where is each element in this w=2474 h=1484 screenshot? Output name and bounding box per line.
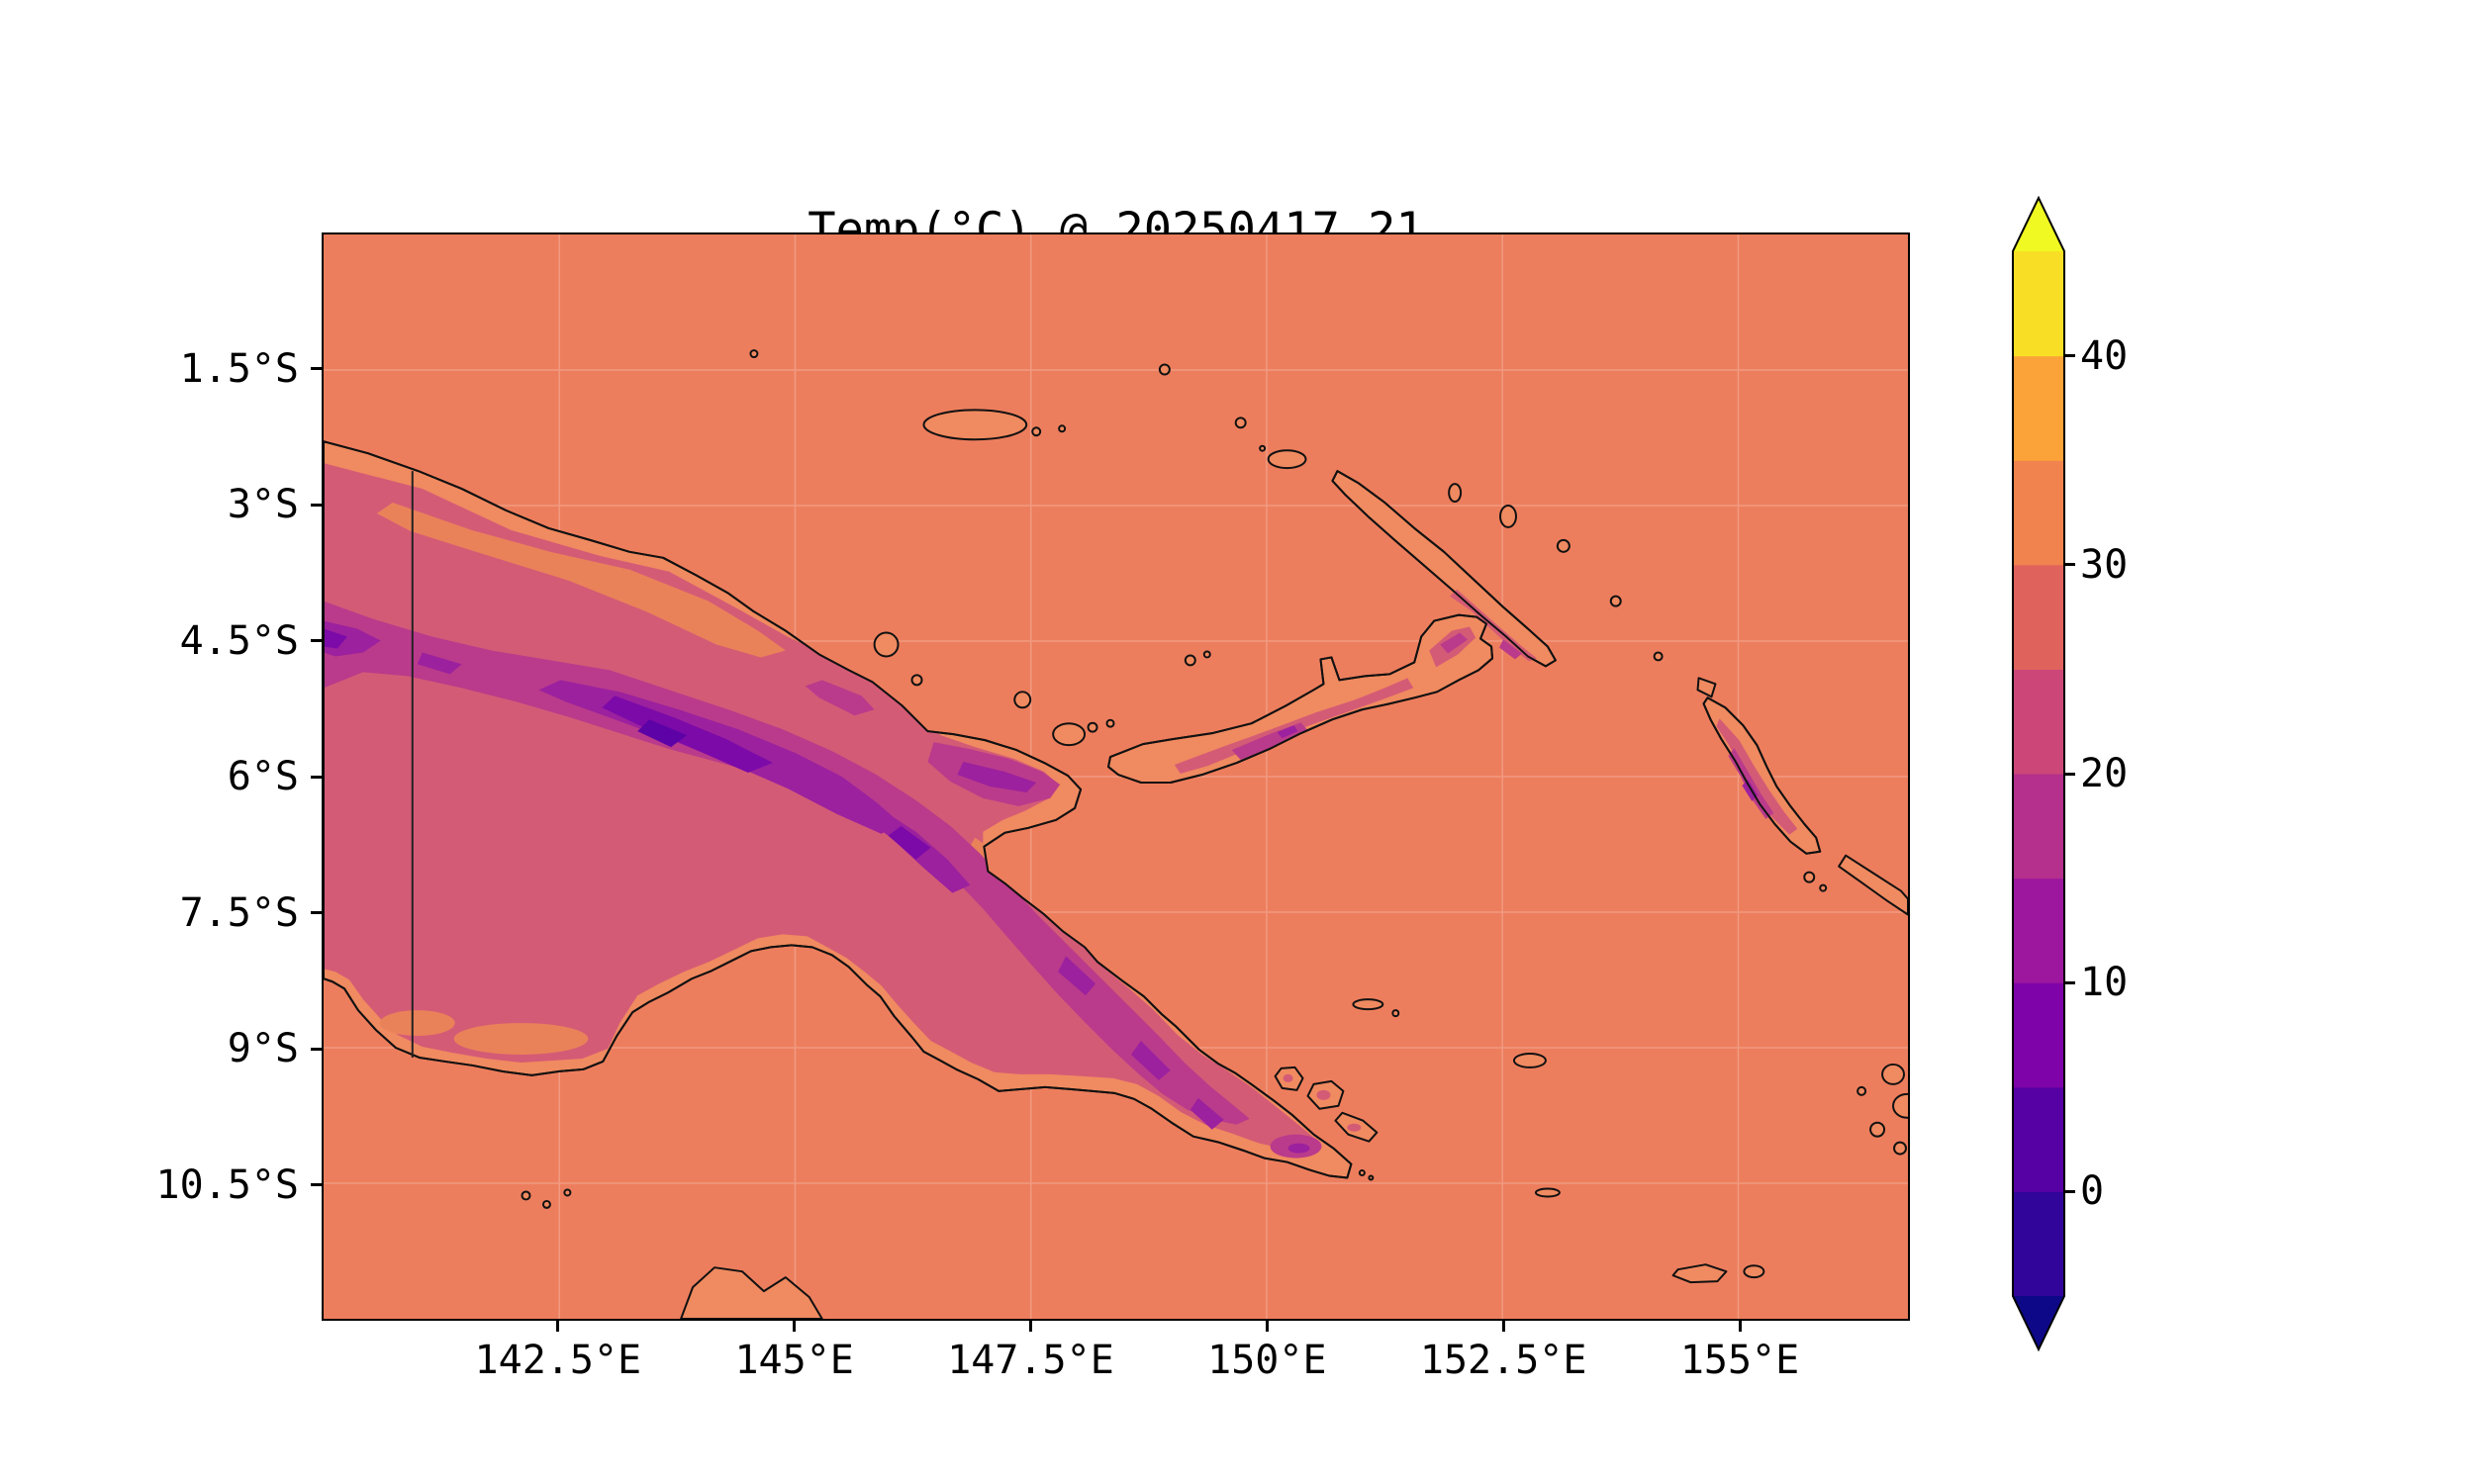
- contour-tail-purple-dot: [1287, 1143, 1310, 1154]
- contour-adelbert: [805, 680, 875, 716]
- y-tick-mark: [311, 503, 322, 507]
- contour-sepik-valley: [376, 503, 786, 658]
- temperature-contours: [324, 463, 1798, 1159]
- x-tick-label: 142.5°E: [474, 1338, 642, 1383]
- dent-pink-1: [1316, 1089, 1331, 1100]
- x-tick-mark: [1501, 1321, 1505, 1332]
- x-tick-label: 150°E: [1207, 1338, 1327, 1383]
- y-tick-mark: [311, 367, 322, 370]
- x-tick-mark: [556, 1321, 560, 1332]
- dent-pink-3: [1283, 1073, 1293, 1082]
- colorbar-gradient: [2013, 251, 2064, 1297]
- contour-peninsula-spot-1: [1058, 956, 1096, 996]
- colorbar-tick-mark: [2065, 772, 2075, 776]
- landmasses: [324, 349, 1908, 1319]
- x-tick-mark: [793, 1321, 797, 1332]
- colorbar-outline: [2012, 196, 2065, 1351]
- y-tick-label: 4.5°S: [179, 617, 299, 664]
- colorbar-tick-label: 10: [2080, 960, 2129, 1006]
- dent-pink-2: [1347, 1123, 1362, 1132]
- y-tick-label: 1.5°S: [179, 345, 299, 392]
- contour-purple-small: [417, 652, 462, 675]
- y-tick-label: 6°S: [227, 754, 299, 799]
- contour-peninsula-spot-3: [1189, 1097, 1224, 1130]
- colorbar: [2012, 196, 2065, 1351]
- small-islands: [521, 349, 1908, 1319]
- y-tick-mark: [311, 1047, 322, 1051]
- bv-magenta: [1728, 748, 1774, 819]
- bv-pink: [1716, 718, 1798, 835]
- y-tick-mark: [311, 775, 322, 779]
- contour-deep-core-east: [888, 825, 931, 860]
- map-svg: [324, 234, 1908, 1319]
- contour-deep-core-main: [602, 696, 773, 774]
- plot-area: [322, 232, 1910, 1321]
- ni-magenta-dot: [1499, 639, 1522, 660]
- contour-finisterre-core: [957, 762, 1037, 792]
- colorbar-tick-mark: [2065, 563, 2075, 567]
- colorbar-tick-label: 40: [2080, 332, 2129, 379]
- x-tick-mark: [1738, 1321, 1742, 1332]
- x-tick-label: 152.5°E: [1419, 1338, 1587, 1383]
- colorbar-under-arrow: [2013, 1296, 2064, 1349]
- y-tick-mark: [311, 639, 322, 642]
- nb-magenta-gazelle: [1440, 632, 1469, 654]
- nb-purple-dot: [1277, 725, 1298, 739]
- y-tick-mark: [311, 1183, 322, 1186]
- contour-delta-valley-1: [453, 1023, 589, 1055]
- contour-peninsula-spot-2: [1130, 1041, 1171, 1080]
- y-tick-label: 7.5°S: [179, 889, 299, 936]
- x-tick-mark: [1029, 1321, 1033, 1332]
- x-tick-label: 145°E: [734, 1338, 854, 1383]
- y-tick-label: 9°S: [227, 1026, 299, 1071]
- coastline-overlays: [324, 440, 1822, 1179]
- y-tick-mark: [311, 911, 322, 914]
- y-tick-label: 10.5°S: [155, 1161, 300, 1208]
- contour-deep-core-west-edge: [324, 628, 347, 649]
- x-tick-label: 155°E: [1679, 1338, 1800, 1383]
- colorbar-tick-mark: [2065, 1189, 2075, 1193]
- x-tick-mark: [1265, 1321, 1269, 1332]
- x-tick-label: 147.5°E: [947, 1338, 1114, 1383]
- colorbar-tick-label: 0: [2080, 1168, 2105, 1215]
- mainland-contours: [324, 463, 1322, 1159]
- colorbar-tick-mark: [2065, 980, 2075, 984]
- colorbar-over-arrow: [2013, 198, 2064, 251]
- y-tick-label: 3°S: [227, 482, 299, 527]
- colorbar-tick-label: 20: [2080, 751, 2129, 796]
- colorbar-tick-mark: [2065, 354, 2075, 358]
- contour-delta-valley-2: [379, 1010, 455, 1037]
- contour-coldest-core: [637, 719, 688, 748]
- colorbar-tick-label: 30: [2080, 541, 2129, 588]
